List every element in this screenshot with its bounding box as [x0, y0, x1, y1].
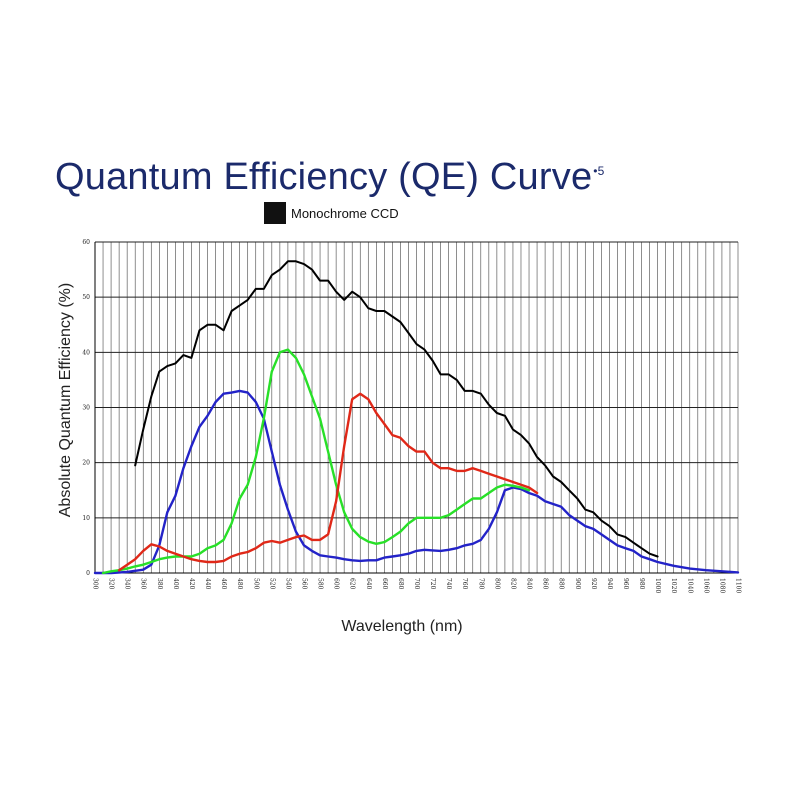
- x-tick-label: 900: [574, 578, 581, 590]
- x-tick-label: 780: [477, 578, 484, 590]
- chart-title: Quantum Efficiency (QE) Curve•5: [55, 156, 605, 199]
- x-tick-label: 1100: [735, 578, 742, 593]
- x-tick-label: 660: [381, 578, 388, 590]
- legend: Monochrome CCD: [264, 202, 399, 224]
- x-tick-label: 480: [236, 578, 243, 590]
- x-tick-label: 340: [124, 578, 131, 590]
- x-tick-label: 520: [268, 578, 275, 590]
- x-tick-label: 800: [493, 578, 500, 590]
- x-tick-label: 600: [333, 578, 340, 590]
- y-tick-label: 0: [86, 570, 90, 577]
- x-tick-label: 360: [140, 578, 147, 590]
- y-tick-label: 20: [82, 460, 90, 467]
- x-tick-label: 1040: [686, 578, 693, 593]
- x-tick-label: 560: [300, 578, 307, 590]
- x-tick-label: 400: [172, 578, 179, 590]
- x-tick-label: 820: [509, 578, 516, 590]
- x-tick-label: 540: [284, 578, 291, 590]
- x-tick-label: 980: [638, 578, 645, 590]
- x-tick-label: 460: [220, 578, 227, 590]
- x-tick-label: 700: [413, 578, 420, 590]
- x-tick-label: 580: [317, 578, 324, 590]
- x-tick-label: 620: [349, 578, 356, 590]
- x-tick-label: 1080: [718, 578, 725, 593]
- series-line-monochrome-ccd: [134, 260, 659, 558]
- x-tick-label: 720: [429, 578, 436, 590]
- x-tick-label: 680: [397, 578, 404, 590]
- x-tick-label: 420: [188, 578, 195, 590]
- x-tick-label: 1020: [670, 578, 677, 593]
- x-axis-title: Wavelength (nm): [341, 618, 462, 635]
- x-tick-label: 500: [252, 578, 259, 590]
- y-axis-title: Absolute Quantum Efficiency (%): [57, 283, 74, 517]
- x-tick-label: 640: [365, 578, 372, 590]
- legend-swatch: [264, 202, 286, 224]
- x-tick-label: 740: [445, 578, 452, 590]
- x-tick-label: 1060: [702, 578, 709, 593]
- x-tick-label: 1000: [654, 578, 661, 593]
- x-tick-label: 920: [590, 578, 597, 590]
- series-line-blue: [93, 389, 740, 575]
- x-tick-label: 320: [108, 578, 115, 590]
- title-superscript: •5: [593, 164, 605, 178]
- series-line-red: [117, 392, 539, 572]
- y-tick-label: 40: [82, 349, 90, 356]
- y-tick-label: 10: [82, 515, 90, 522]
- x-tick-label: 300: [92, 578, 99, 590]
- x-tick-label: 760: [461, 578, 468, 590]
- x-tick-label: 840: [526, 578, 533, 590]
- y-tick-label: 30: [82, 405, 90, 412]
- x-tick-label: 880: [558, 578, 565, 590]
- legend-label: Monochrome CCD: [291, 205, 399, 221]
- x-tick-label: 440: [204, 578, 211, 590]
- chart-title-text: Quantum Efficiency (QE) Curve: [55, 156, 593, 198]
- x-tick-label: 860: [542, 578, 549, 590]
- x-tick-label: 960: [622, 578, 629, 590]
- series-line-green: [101, 348, 531, 575]
- y-tick-label: 60: [82, 239, 90, 246]
- y-tick-label: 50: [82, 294, 90, 301]
- x-tick-label: 380: [156, 578, 163, 590]
- x-tick-label: 940: [606, 578, 613, 590]
